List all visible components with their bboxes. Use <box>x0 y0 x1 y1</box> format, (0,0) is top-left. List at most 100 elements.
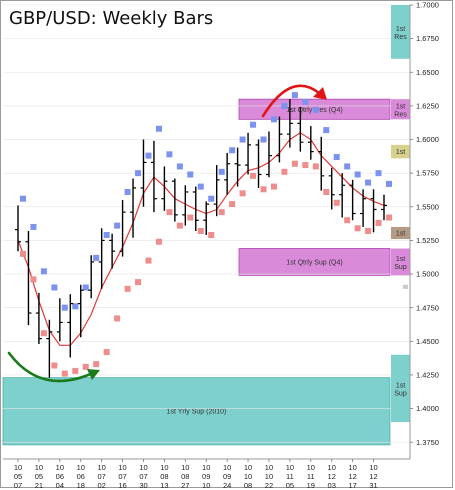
ohlc-bar <box>171 178 178 222</box>
x-tick-label: 10 <box>56 463 64 472</box>
x-tick-label: 10 <box>77 463 85 472</box>
green-arrow-curve <box>7 351 95 383</box>
y-tick-label: 1.7000 <box>416 1 439 10</box>
lower-marker <box>145 257 152 264</box>
x-tick-label: 05 <box>286 481 294 489</box>
x-tick-label: 05 <box>35 472 43 481</box>
lower-marker <box>72 367 79 374</box>
x-tick-label: 10 <box>14 463 22 472</box>
upper-marker <box>93 254 100 261</box>
upper-marker <box>229 147 236 154</box>
lower-marker <box>270 183 277 190</box>
chart-title: GBP/USD: Weekly Bars <box>9 8 213 29</box>
lower-marker <box>365 227 372 234</box>
upper-marker <box>239 136 246 143</box>
y-tick-label: 1.4000 <box>416 404 439 413</box>
side-label-text: Res <box>394 111 407 118</box>
upper-marker <box>51 284 58 291</box>
ohlc-bar <box>203 201 210 236</box>
upper-marker <box>197 183 204 190</box>
lower-marker <box>135 279 142 286</box>
x-tick-label: 24 <box>223 481 231 489</box>
x-axis: 1005071005211006041006181007021007161007… <box>3 458 410 489</box>
x-tick-label: 10 <box>307 463 315 472</box>
x-tick-label: 10 <box>118 463 126 472</box>
x-tick-label: 10 <box>181 463 189 472</box>
side-label-box <box>391 226 410 240</box>
x-tick-label: 08 <box>160 472 168 481</box>
x-tick-label: 21 <box>35 481 43 489</box>
x-tick-label: 07 <box>97 472 105 481</box>
lower-marker <box>312 163 319 170</box>
red-arrow <box>261 84 327 118</box>
upper-marker <box>135 170 142 177</box>
ohlc-bar <box>286 99 293 148</box>
y-tick-label: 1.5250 <box>416 236 439 245</box>
x-tick-label: 18 <box>77 481 85 489</box>
ohlc-bar <box>161 166 168 211</box>
ohlc-bar <box>88 255 95 299</box>
lower-marker <box>250 172 257 179</box>
upper-marker <box>61 304 68 311</box>
ohlc-bar <box>130 178 137 238</box>
zone-label: 1st Yrly Sup (2010) <box>167 409 227 416</box>
side-grey-marker <box>403 284 408 289</box>
upper-marker <box>166 151 173 158</box>
upper-marker <box>365 179 372 186</box>
ohlc-bar <box>349 179 356 221</box>
upper-marker <box>302 98 309 105</box>
x-tick-label: 10 <box>160 463 168 472</box>
x-tick-label: 10 <box>348 463 356 472</box>
ohlc-bar <box>25 230 32 326</box>
ohlc-bar <box>109 233 116 269</box>
x-tick-label: 10 <box>139 463 147 472</box>
ohlc-bar <box>213 165 220 217</box>
side-label-box <box>391 248 410 276</box>
side-label-box <box>391 99 410 120</box>
upper-marker <box>145 152 152 159</box>
ohlc-bar <box>307 126 314 160</box>
x-tick-label: 10 <box>223 463 231 472</box>
lower-marker <box>124 285 131 292</box>
zone-band <box>238 248 391 276</box>
ohlc-bar <box>265 131 272 178</box>
lower-marker <box>51 362 58 369</box>
lower-marker <box>114 315 121 322</box>
ohlc-bar <box>339 173 346 218</box>
x-tick-label: 07 <box>139 472 147 481</box>
side-label-text: 1st <box>396 256 405 263</box>
upper-marker <box>344 163 351 170</box>
y-tick-label: 1.3750 <box>416 438 439 447</box>
ohlc-bar <box>140 139 147 207</box>
ohlc-bar <box>370 189 377 233</box>
y-tick-label: 1.6750 <box>416 34 439 43</box>
y-tick-label: 1.6500 <box>416 68 439 77</box>
lower-marker <box>354 225 361 232</box>
x-tick-label: 10 <box>265 463 273 472</box>
upper-marker <box>176 163 183 170</box>
ohlc-bar <box>245 132 252 175</box>
side-label-text: 1st <box>396 26 405 33</box>
lower-marker <box>208 232 215 239</box>
upper-marker <box>323 127 330 134</box>
lower-marker <box>333 199 340 206</box>
zones-layer: 1st Qtrly Res (Q4)1st Qtrly Sup (Q4)1st … <box>2 98 391 446</box>
lower-marker <box>291 160 298 167</box>
upper-marker <box>187 171 194 178</box>
x-tick-label: 12 <box>328 472 336 481</box>
ohlc-bar <box>67 294 74 358</box>
ohlc-bar <box>150 140 157 213</box>
side-label-box <box>391 5 410 59</box>
zone-label: 1st Qtrly Sup (Q4) <box>286 259 342 266</box>
upper-marker <box>82 284 89 291</box>
upper-marker <box>30 223 37 230</box>
x-tick-label: 09 <box>223 472 231 481</box>
x-tick-label: 10 <box>286 463 294 472</box>
x-tick-label: 22 <box>265 481 273 489</box>
upper-marker <box>354 171 361 178</box>
x-tick-label: 11 <box>307 472 315 481</box>
lower-marker <box>239 190 246 197</box>
lower-marker <box>229 201 236 208</box>
red-arrow-curve <box>261 84 321 118</box>
